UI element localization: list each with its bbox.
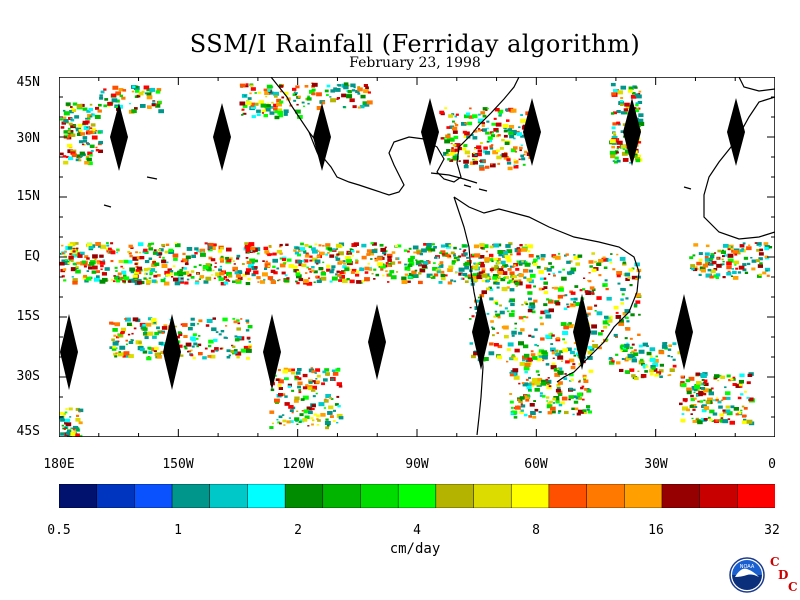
colorbar-label-2: 2 bbox=[294, 523, 302, 538]
colorbar-label-1: 1 bbox=[174, 523, 182, 538]
colorbar-cell bbox=[737, 484, 775, 508]
wind-diamond-marker bbox=[263, 314, 281, 390]
cdc-letter-d: D bbox=[778, 568, 789, 582]
noaa-logo-icon: NOAA bbox=[729, 557, 765, 593]
wind-diamond-marker bbox=[727, 98, 745, 166]
wind-diamond-marker bbox=[623, 98, 641, 166]
lon-label-30w: 30W bbox=[644, 457, 668, 472]
colorbar-cell bbox=[586, 484, 626, 508]
colorbar-cell bbox=[322, 484, 362, 508]
lon-label-60w: 60W bbox=[524, 457, 548, 472]
colorbar-cell bbox=[209, 484, 249, 508]
colorbar-cell bbox=[699, 484, 739, 508]
colorbar-label-0: 0.5 bbox=[47, 523, 71, 538]
colorbar-cell bbox=[59, 484, 98, 508]
colorbar-cell bbox=[96, 484, 136, 508]
colorbar-label-6: 32 bbox=[764, 523, 780, 538]
lon-label-150w: 150W bbox=[162, 457, 194, 472]
colorbar bbox=[59, 484, 775, 508]
lat-label-45n: 45N bbox=[16, 75, 40, 90]
lat-label-30s: 30S bbox=[16, 369, 40, 384]
wind-diamond-marker bbox=[675, 294, 693, 370]
rainfall-field bbox=[59, 82, 773, 437]
colorbar-cell bbox=[247, 484, 286, 508]
wind-diamond-marker bbox=[472, 294, 490, 370]
colorbar-cell bbox=[624, 484, 663, 508]
colorbar-cell bbox=[661, 484, 701, 508]
colorbar-cell bbox=[435, 484, 475, 508]
map-title: SSM/I Rainfall (Ferriday algorithm) bbox=[189, 30, 641, 58]
wind-markers bbox=[60, 98, 745, 390]
colorbar-label-4: 8 bbox=[532, 523, 540, 538]
wind-diamond-marker bbox=[523, 98, 541, 166]
colorbar-units: cm/day bbox=[389, 541, 441, 557]
lat-label-45s: 45S bbox=[16, 424, 40, 439]
wind-diamond-marker bbox=[163, 314, 181, 390]
logo-text: NOAA bbox=[740, 564, 755, 570]
colorbar-cell bbox=[360, 484, 399, 508]
lat-label-30n: 30N bbox=[16, 131, 40, 146]
wind-diamond-marker bbox=[60, 314, 78, 390]
colorbar-label-3: 4 bbox=[413, 523, 421, 538]
lon-label-120w: 120W bbox=[282, 457, 314, 472]
colorbar-cell bbox=[397, 484, 437, 508]
cdc-letter-c1: C bbox=[770, 555, 780, 569]
colorbar-cell bbox=[171, 484, 211, 508]
lat-label-15n: 15N bbox=[16, 189, 40, 204]
lat-label-15s: 15S bbox=[16, 309, 40, 324]
wind-diamond-marker bbox=[110, 103, 128, 171]
lat-label-eq: EQ bbox=[24, 249, 40, 264]
axis-ticks bbox=[59, 77, 775, 437]
colorbar-cell bbox=[134, 484, 173, 508]
lon-label-0: 0 bbox=[768, 457, 776, 472]
wind-diamond-marker bbox=[421, 98, 439, 166]
colorbar-cell bbox=[548, 484, 588, 508]
colorbar-cell bbox=[473, 484, 512, 508]
wind-diamond-marker bbox=[368, 304, 386, 380]
colorbar-cell bbox=[284, 484, 324, 508]
colorbar-label-5: 16 bbox=[648, 523, 664, 538]
cdc-letter-c2: C bbox=[788, 580, 798, 594]
rainfall-map bbox=[59, 77, 775, 437]
lon-label-180e: 180E bbox=[43, 457, 75, 472]
wind-diamond-marker bbox=[213, 103, 231, 171]
lon-label-90w: 90W bbox=[405, 457, 429, 472]
colorbar-cell bbox=[510, 484, 550, 508]
wind-diamond-marker bbox=[573, 294, 591, 370]
wind-diamond-marker bbox=[313, 103, 331, 171]
map-date: February 23, 1998 bbox=[349, 55, 481, 71]
